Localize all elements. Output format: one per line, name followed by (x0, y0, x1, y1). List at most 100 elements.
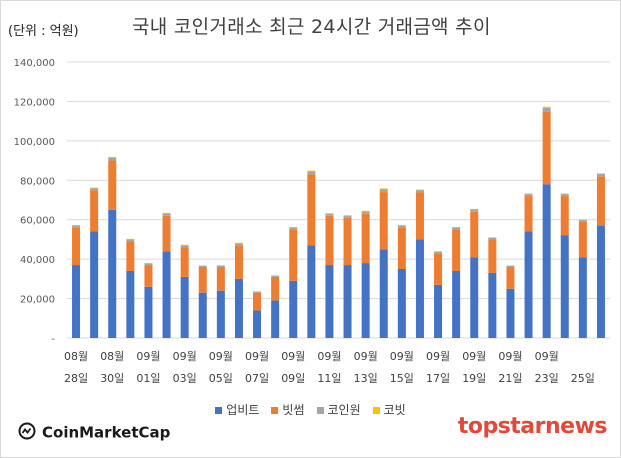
x-tick-month: 09월 (317, 350, 341, 363)
bar-segment (108, 209, 117, 338)
bar-segment (216, 265, 225, 268)
bar-segment (379, 192, 388, 250)
bar-segment (144, 286, 153, 338)
bar-segment (379, 249, 388, 338)
bar-segment (234, 245, 243, 279)
bar-segment (307, 174, 316, 246)
y-tick-label: 40,000 (20, 255, 55, 266)
bar-segment (434, 251, 443, 254)
x-tick-month: 09월 (390, 350, 414, 363)
x-tick-month: 09월 (245, 350, 269, 363)
x-tick-month: 09월 (209, 350, 233, 363)
bar-segment (108, 160, 117, 210)
bar-segment (524, 196, 533, 232)
x-tick-day: 11일 (317, 371, 341, 385)
bar-segment (216, 290, 225, 338)
x-tick-day: 03일 (173, 371, 197, 385)
bar-segment (216, 267, 225, 291)
bar-segment (198, 267, 207, 293)
x-tick-day: 25일 (571, 371, 595, 385)
bar-segment (307, 245, 316, 338)
legend-item: 빗썸 (271, 401, 305, 418)
bar-segment (271, 276, 280, 301)
bar-segment (108, 157, 117, 161)
bar-segment (379, 189, 388, 193)
y-tick-label: 60,000 (20, 216, 55, 227)
bar-segment (126, 238, 135, 240)
bar-segment (470, 257, 479, 338)
bar-segment (596, 225, 605, 338)
legend-swatch (316, 407, 324, 414)
bar-segment (578, 221, 587, 258)
bar-segment (452, 227, 461, 230)
bar-segment (289, 227, 298, 230)
bar-segment (524, 231, 533, 338)
y-tick-label: 140,000 (14, 58, 55, 69)
bar-segment (72, 265, 81, 338)
bar-segment (162, 213, 171, 216)
bar-segment (307, 170, 316, 172)
coinmarketcap-logo-icon (18, 422, 36, 444)
bar-segment (180, 245, 189, 248)
coinmarketcap-text: CoinMarketCap (42, 423, 171, 442)
bar-segment (271, 300, 280, 338)
bar-segment (488, 239, 497, 273)
bar-segment (470, 211, 479, 258)
legend-label: 코인원 (327, 403, 361, 417)
bar-segment (560, 235, 569, 338)
bar-segment (470, 209, 479, 212)
x-tick-day: 19일 (462, 371, 486, 385)
x-tick-month: 09월 (498, 350, 522, 363)
bar-segment (452, 227, 461, 228)
bar-segment (397, 225, 406, 228)
bar-segment (144, 263, 153, 266)
y-tick-label: 20,000 (20, 295, 55, 306)
unit-label: (단위 : 억원) (8, 24, 79, 39)
bar-segment (253, 310, 262, 338)
bar-segment (542, 184, 551, 338)
legend-swatch (215, 407, 223, 414)
bar-segment (144, 265, 153, 287)
x-tick-month: 09월 (426, 350, 450, 363)
legend-swatch (372, 407, 380, 414)
bar-segment (470, 208, 479, 210)
bar-segment (180, 244, 189, 246)
bar-segment (596, 173, 605, 177)
x-tick-day: 01일 (136, 371, 160, 385)
bar-segment (325, 213, 334, 214)
bar-segment (415, 239, 424, 338)
bar-segment (379, 188, 388, 190)
y-tick-label: 120,000 (14, 97, 55, 108)
bar-segment (343, 215, 352, 218)
bar-segment (325, 213, 334, 216)
bar-segment (180, 276, 189, 338)
bar-segment (307, 171, 316, 175)
bar-segment (126, 239, 135, 242)
bar-segment (361, 213, 370, 264)
legend-item: 코빗 (372, 401, 406, 418)
bar-segment (90, 188, 99, 191)
legend-item: 코인원 (316, 401, 361, 418)
bar-segment (198, 292, 207, 338)
bar-segment (162, 212, 171, 214)
bar-segment (126, 270, 135, 338)
x-tick-day: 15일 (390, 371, 414, 385)
bar-segment (397, 227, 406, 269)
y-tick-label: 80,000 (20, 176, 55, 187)
bar-segment (253, 292, 262, 311)
bar-segment (72, 227, 81, 266)
bar-segment (434, 253, 443, 285)
legend-item: 업비트 (215, 401, 259, 418)
bar-segment (488, 272, 497, 338)
bar-segment (162, 215, 171, 252)
bar-segment (325, 215, 334, 266)
bar-segment (234, 278, 243, 338)
bar-segment (506, 267, 515, 289)
bar-segment (434, 284, 443, 338)
bar-segment (253, 291, 262, 293)
bar-segment (90, 187, 99, 189)
x-tick-month: 08월 (64, 350, 88, 363)
bar-segment (488, 237, 497, 240)
bar-segment (289, 229, 298, 281)
